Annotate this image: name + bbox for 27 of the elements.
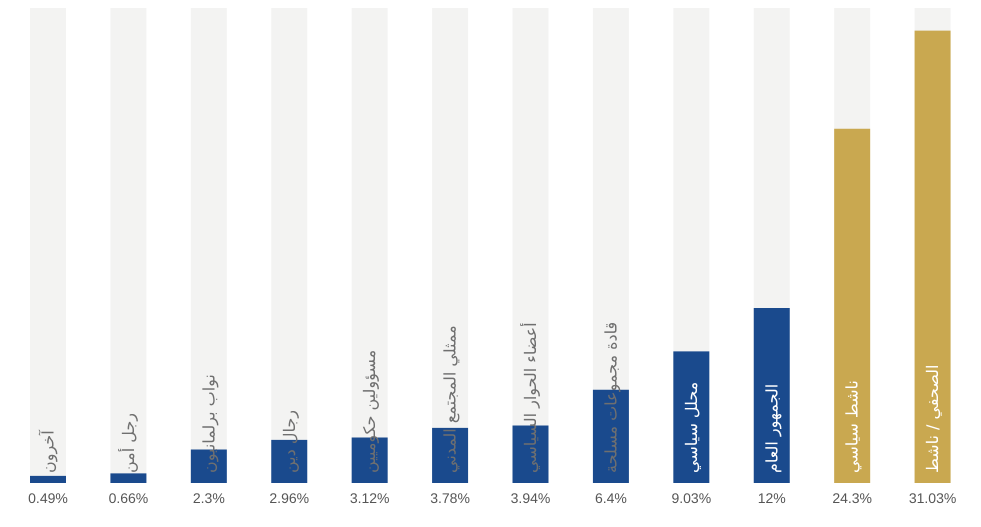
data-label: 31.03%	[908, 490, 956, 506]
data-label: 3.12%	[350, 490, 390, 506]
x-tick-label: محلل سياسي	[682, 382, 701, 473]
x-tick-label: رجل أمن	[118, 412, 138, 473]
x-tick-label: رجال دين	[280, 410, 299, 473]
x-tick-label: ناشط سياسي	[842, 380, 862, 473]
data-label: 24.3%	[832, 490, 872, 506]
data-label: 3.94%	[510, 490, 550, 506]
data-label: 12%	[758, 490, 786, 506]
x-tick-label: الصحفي / ناشط	[923, 364, 942, 473]
data-label: 0.66%	[108, 490, 148, 506]
data-label: 2.96%	[269, 490, 310, 506]
x-tick-label: قادة مجموعات مسلحة	[601, 322, 620, 473]
x-tick-label: أعضاء الحوار السياسي	[520, 322, 540, 473]
bar	[30, 476, 66, 483]
x-tick-label: نواب برلمانيون	[199, 374, 218, 473]
data-label: 3.78%	[430, 490, 470, 506]
bar	[432, 428, 468, 483]
x-tick-label: ممثلي المجتمع المدني	[440, 325, 460, 473]
x-tick-label: مسؤولين حكوميين	[360, 350, 380, 473]
data-label: 9.03%	[671, 490, 712, 506]
x-tick-label: الجمهور العام	[762, 384, 782, 473]
data-label: 2.3%	[192, 490, 225, 506]
data-label: 6.4%	[594, 490, 627, 506]
x-tick-label: آخرون	[38, 428, 58, 473]
data-label: 0.49%	[28, 490, 68, 506]
bar	[110, 473, 146, 483]
